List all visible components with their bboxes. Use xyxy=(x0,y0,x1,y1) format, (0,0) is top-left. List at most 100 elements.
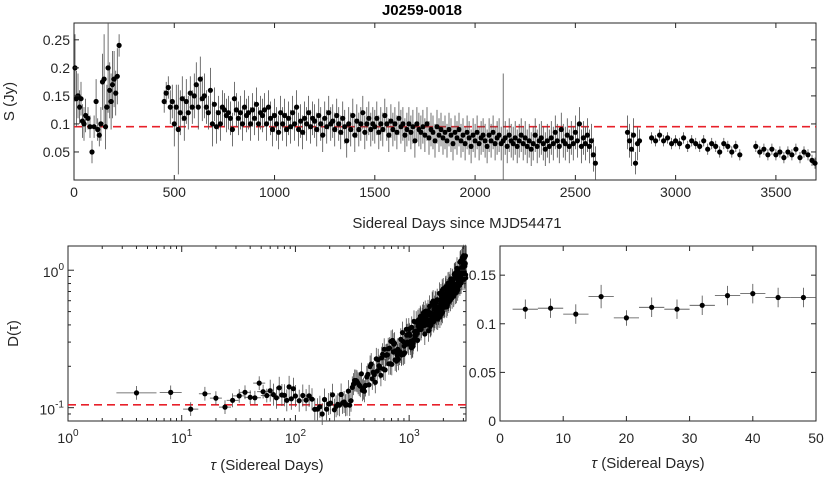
light-curve-point xyxy=(460,132,466,138)
structure-function-point xyxy=(387,345,393,351)
light-curve-point xyxy=(514,143,520,149)
light-curve-point xyxy=(402,132,408,138)
x-tick-label: 20 xyxy=(619,430,635,446)
light-curve-point xyxy=(725,143,731,149)
light-curve-point xyxy=(105,65,111,71)
structure-function-zoom-x-label: τ (Sidereal Days) xyxy=(591,455,704,472)
structure-function-zoom-point xyxy=(775,294,781,301)
light-curve-point xyxy=(769,146,775,152)
light-curve-point xyxy=(572,129,579,135)
light-curve-point xyxy=(761,146,767,152)
light-curve-point xyxy=(777,149,783,155)
light-curve-point xyxy=(108,98,114,105)
structure-function-point xyxy=(292,393,298,399)
light-curve-point xyxy=(470,132,476,138)
light-curve-point xyxy=(163,90,169,96)
light-curve-point xyxy=(284,126,290,133)
light-curve-point xyxy=(781,155,787,161)
light-curve-point xyxy=(576,121,583,127)
light-curve-point xyxy=(237,110,243,116)
light-curve-points xyxy=(72,23,818,180)
light-curve-point xyxy=(550,141,556,147)
light-curve-point xyxy=(308,124,314,130)
light-curve-point xyxy=(107,87,113,93)
light-curve-point xyxy=(440,135,446,141)
light-curve-point xyxy=(209,121,215,127)
light-curve-point xyxy=(552,129,558,135)
structure-function-y-label: D(τ) xyxy=(5,320,22,347)
light-curve-point xyxy=(773,152,779,158)
light-curve-point xyxy=(175,126,181,133)
structure-function-point xyxy=(256,380,262,386)
structure-function-point xyxy=(368,361,374,367)
structure-function-zoom-x-label-text: (Sidereal Days) xyxy=(597,455,705,472)
light-curve-point xyxy=(474,129,480,135)
structure-function-point xyxy=(290,386,296,392)
light-curve-point xyxy=(177,110,183,116)
y-tick-label: 0 xyxy=(488,413,496,429)
light-curve-point xyxy=(348,126,354,133)
structure-function-point xyxy=(369,376,375,382)
light-curve-point xyxy=(681,135,687,141)
light-curve-point xyxy=(253,101,260,107)
light-curve-point xyxy=(183,98,189,105)
light-curve-point xyxy=(721,141,727,147)
light-curve-point xyxy=(462,141,468,147)
structure-function-zoom-point xyxy=(800,294,807,301)
light-curve-point xyxy=(502,135,508,141)
x-tick-label: 101 xyxy=(171,428,193,446)
light-curve-point xyxy=(454,135,460,141)
light-curve-point xyxy=(171,121,177,127)
light-curve-point xyxy=(582,141,589,147)
y-tick-label: 0.05 xyxy=(469,364,496,380)
x-tick-label: 1000 xyxy=(259,184,290,200)
x-tick-label: 100 xyxy=(57,428,79,446)
structure-function-point xyxy=(378,372,384,378)
light-curve-point xyxy=(344,138,350,144)
light-curve-point xyxy=(490,129,496,135)
y-tick-label: 0.1 xyxy=(477,316,497,332)
light-curve-point xyxy=(528,146,534,152)
light-curve-y-label: S (Jy) xyxy=(1,82,18,121)
light-curve-point xyxy=(564,132,570,138)
light-curve-point xyxy=(215,110,221,116)
light-curve-point xyxy=(448,132,454,138)
light-curve-point xyxy=(785,149,791,155)
light-curve-point xyxy=(261,107,268,113)
structure-function-zoom-x-label-symbol: τ xyxy=(591,455,598,472)
light-curve-point xyxy=(544,138,550,144)
light-curve-point xyxy=(446,126,452,133)
light-curve-point xyxy=(302,115,308,121)
light-curve-point xyxy=(412,138,418,144)
light-curve-point xyxy=(496,132,502,138)
light-curve-point xyxy=(578,143,585,149)
light-curve-point xyxy=(211,101,217,107)
structure-function-point xyxy=(348,398,354,404)
structure-function-point xyxy=(407,332,413,338)
light-curve-point xyxy=(362,129,368,135)
light-curve-point xyxy=(506,132,512,138)
light-curve-point xyxy=(542,146,548,152)
light-curve-point xyxy=(649,135,655,141)
light-curve-point xyxy=(524,143,530,149)
structure-function-point xyxy=(462,253,468,259)
structure-function-point xyxy=(347,402,353,408)
light-curve-point xyxy=(340,115,346,121)
light-curve-point xyxy=(241,104,248,110)
structure-function-point xyxy=(329,392,336,398)
structure-function-point xyxy=(328,400,334,406)
light-curve-point xyxy=(332,126,338,133)
light-curve-point xyxy=(566,143,572,149)
light-curve-point xyxy=(812,160,818,166)
structure-function-point xyxy=(247,394,253,400)
light-curve-point xyxy=(269,126,276,133)
structure-function-point xyxy=(284,397,290,403)
light-curve-point xyxy=(424,121,430,127)
light-curve-point xyxy=(546,143,552,149)
light-curve-point xyxy=(657,132,663,138)
light-curve-point xyxy=(382,112,388,119)
structure-function-point xyxy=(273,395,279,401)
light-curve-point xyxy=(636,138,643,144)
light-curve-point xyxy=(87,124,93,130)
structure-function-point xyxy=(317,404,323,410)
